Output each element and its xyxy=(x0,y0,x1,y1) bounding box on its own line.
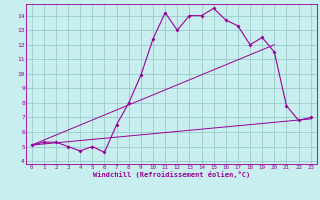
X-axis label: Windchill (Refroidissement éolien,°C): Windchill (Refroidissement éolien,°C) xyxy=(92,171,250,178)
